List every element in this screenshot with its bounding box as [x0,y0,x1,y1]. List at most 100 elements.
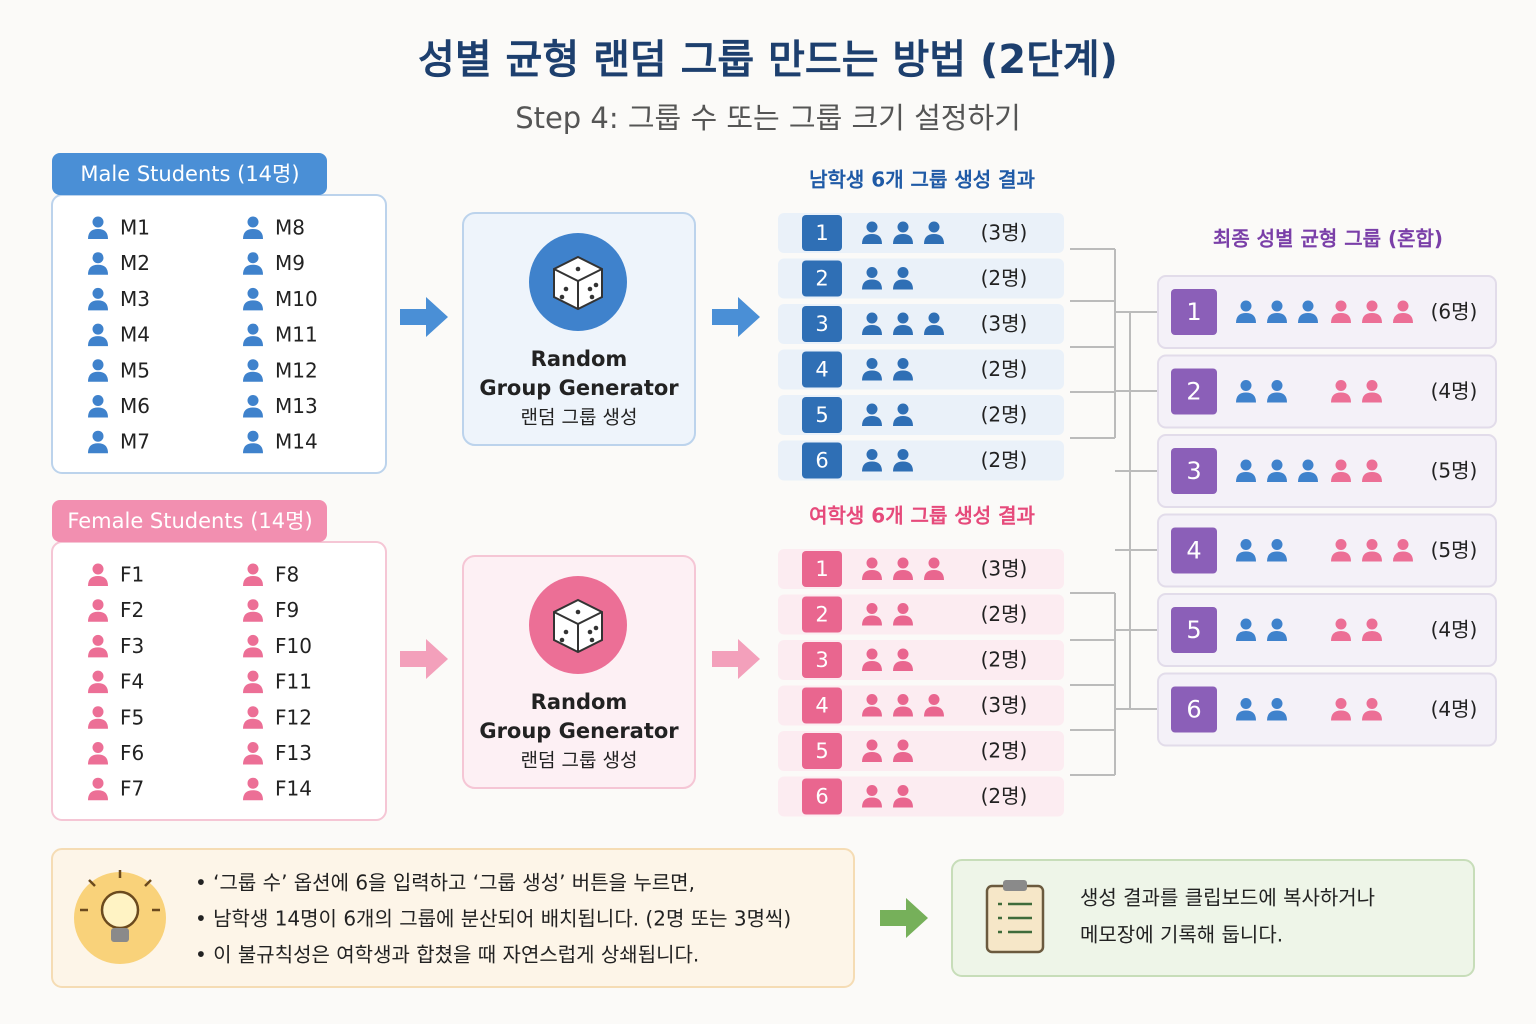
student-name: M13 [275,394,318,418]
person-head [1302,300,1314,312]
person-body [893,752,913,762]
student-name: F13 [275,741,312,765]
clipboard-clip [1003,880,1027,891]
person-icon [893,449,913,472]
person-head [1271,618,1283,630]
person-head [866,648,878,660]
person-body [1331,551,1351,562]
person-head [1366,539,1378,550]
student-name: M1 [120,216,150,240]
person-head [1366,459,1378,471]
person-head [897,267,909,278]
mixed-size-label: (5명) [1431,538,1478,562]
person-body [1236,551,1256,562]
person-icon [1362,459,1382,482]
person-head [866,403,878,415]
person-head [866,358,878,369]
person-icon [88,563,108,586]
group-list-title: 여학생 6개 그룹 생성 결과 [809,504,1035,528]
person-icon [243,287,263,311]
student-name: F14 [275,777,312,801]
group-row [778,304,1064,344]
group-size-label: (2명) [981,448,1028,472]
flow-arrow [712,639,760,679]
group-number-box [802,642,842,678]
person-head [897,557,909,569]
generator-text: 랜덤 그룹 생성 [521,750,638,772]
group-number: 4 [815,694,828,718]
person-head [1271,300,1283,312]
person-body [924,706,944,717]
person-body [893,279,913,290]
person-icon [1267,618,1287,641]
student-name: F9 [275,598,299,622]
person-head [1271,459,1283,471]
person-head [247,563,259,575]
person-head [928,694,940,705]
mixed-number-box [1171,527,1217,574]
person-head [1397,539,1409,550]
person-head [1335,539,1347,550]
person-head [928,312,940,324]
person-body [1298,472,1318,482]
generator-text: Group Generator [479,376,679,400]
person-body [924,570,944,580]
person-body [893,461,913,472]
person-body [1331,313,1351,323]
person-body [243,229,263,239]
group-size-label: (3명) [981,221,1028,245]
person-icon [893,648,913,671]
mixed-title: 최종 성별 균형 그룹 (혼합) [1213,227,1443,251]
note-line: 메모장에 기록해 둡니다. [1080,923,1283,947]
person-body [88,407,108,418]
female-members [1331,698,1382,721]
person-icon [862,449,882,472]
mixed-size-label: (4명) [1431,697,1478,721]
group-number: 2 [815,603,828,627]
subtitle: Step 4: 그룹 수 또는 그룹 크기 설정하기 [515,101,1021,135]
person-body [1236,472,1256,482]
person-icon [243,777,263,801]
mixed-number-box [1171,607,1217,653]
male-members [1236,300,1318,323]
person-head [897,221,909,233]
person-icon [893,739,913,762]
person-icon [862,267,882,290]
person-icon [1236,459,1256,482]
person-body [1298,313,1318,323]
group-number-box [802,687,842,724]
dice-pip [563,629,569,635]
person-body [862,752,882,762]
person-body [1236,392,1256,403]
person-icon [1267,459,1287,482]
person-head [897,358,909,369]
person-body [88,611,108,622]
person-body [1393,551,1413,562]
person-head [92,634,104,646]
person-body [1267,472,1287,482]
person-icon [1331,698,1351,721]
person-icon [1393,539,1413,562]
person-icon [1267,300,1287,323]
group-members [862,312,944,335]
person-icon [862,312,882,335]
person-body [924,234,944,244]
person-head [1366,618,1378,630]
person-icon [88,430,108,454]
group-row [778,440,1064,481]
person-body [862,325,882,335]
mixed-row [1157,672,1497,747]
tip-line: • 남학생 14명이 6개의 그룹에 분산되어 배치됩니다. (2명 또는 3명… [195,907,791,931]
student-name: F3 [120,634,144,658]
person-icon [924,221,944,244]
title: 성별 균형 랜덤 그룹 만드는 방법 (2단계) [418,37,1118,83]
person-body [862,706,882,717]
group-members [862,403,913,426]
person-body [1331,472,1351,482]
person-body [88,790,108,801]
person-icon [893,694,913,717]
group-number: 5 [815,739,828,763]
male-members [1236,459,1318,482]
person-body [1393,313,1413,323]
panel-tab [52,153,327,195]
